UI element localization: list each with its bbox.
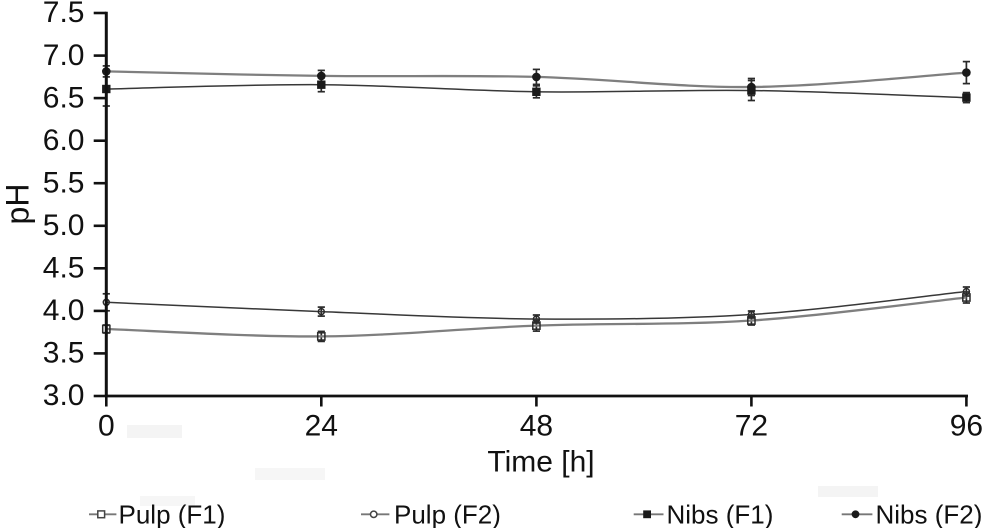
svg-text:5.0: 5.0 <box>43 209 85 242</box>
svg-text:5.5: 5.5 <box>43 166 85 199</box>
svg-text:72: 72 <box>735 410 768 443</box>
svg-text:3.0: 3.0 <box>43 379 85 412</box>
svg-text:Time [h]: Time [h] <box>487 446 594 479</box>
svg-text:Nibs (F2): Nibs (F2) <box>876 499 983 528</box>
svg-text:24: 24 <box>305 410 338 443</box>
svg-text:6.0: 6.0 <box>43 124 85 157</box>
svg-text:4.0: 4.0 <box>43 294 85 327</box>
svg-text:6.5: 6.5 <box>43 81 85 114</box>
svg-text:96: 96 <box>950 410 983 443</box>
svg-text:4.5: 4.5 <box>43 252 85 285</box>
svg-text:Pulp (F2): Pulp (F2) <box>394 499 501 528</box>
svg-text:pH: pH <box>0 184 36 225</box>
svg-text:Nibs (F1): Nibs (F1) <box>667 499 774 528</box>
svg-text:0: 0 <box>98 410 115 443</box>
svg-text:Pulp (F1): Pulp (F1) <box>119 499 226 528</box>
svg-text:7.5: 7.5 <box>43 0 85 29</box>
svg-text:48: 48 <box>520 410 553 443</box>
svg-text:3.5: 3.5 <box>43 337 85 370</box>
svg-text:7.0: 7.0 <box>43 39 85 72</box>
